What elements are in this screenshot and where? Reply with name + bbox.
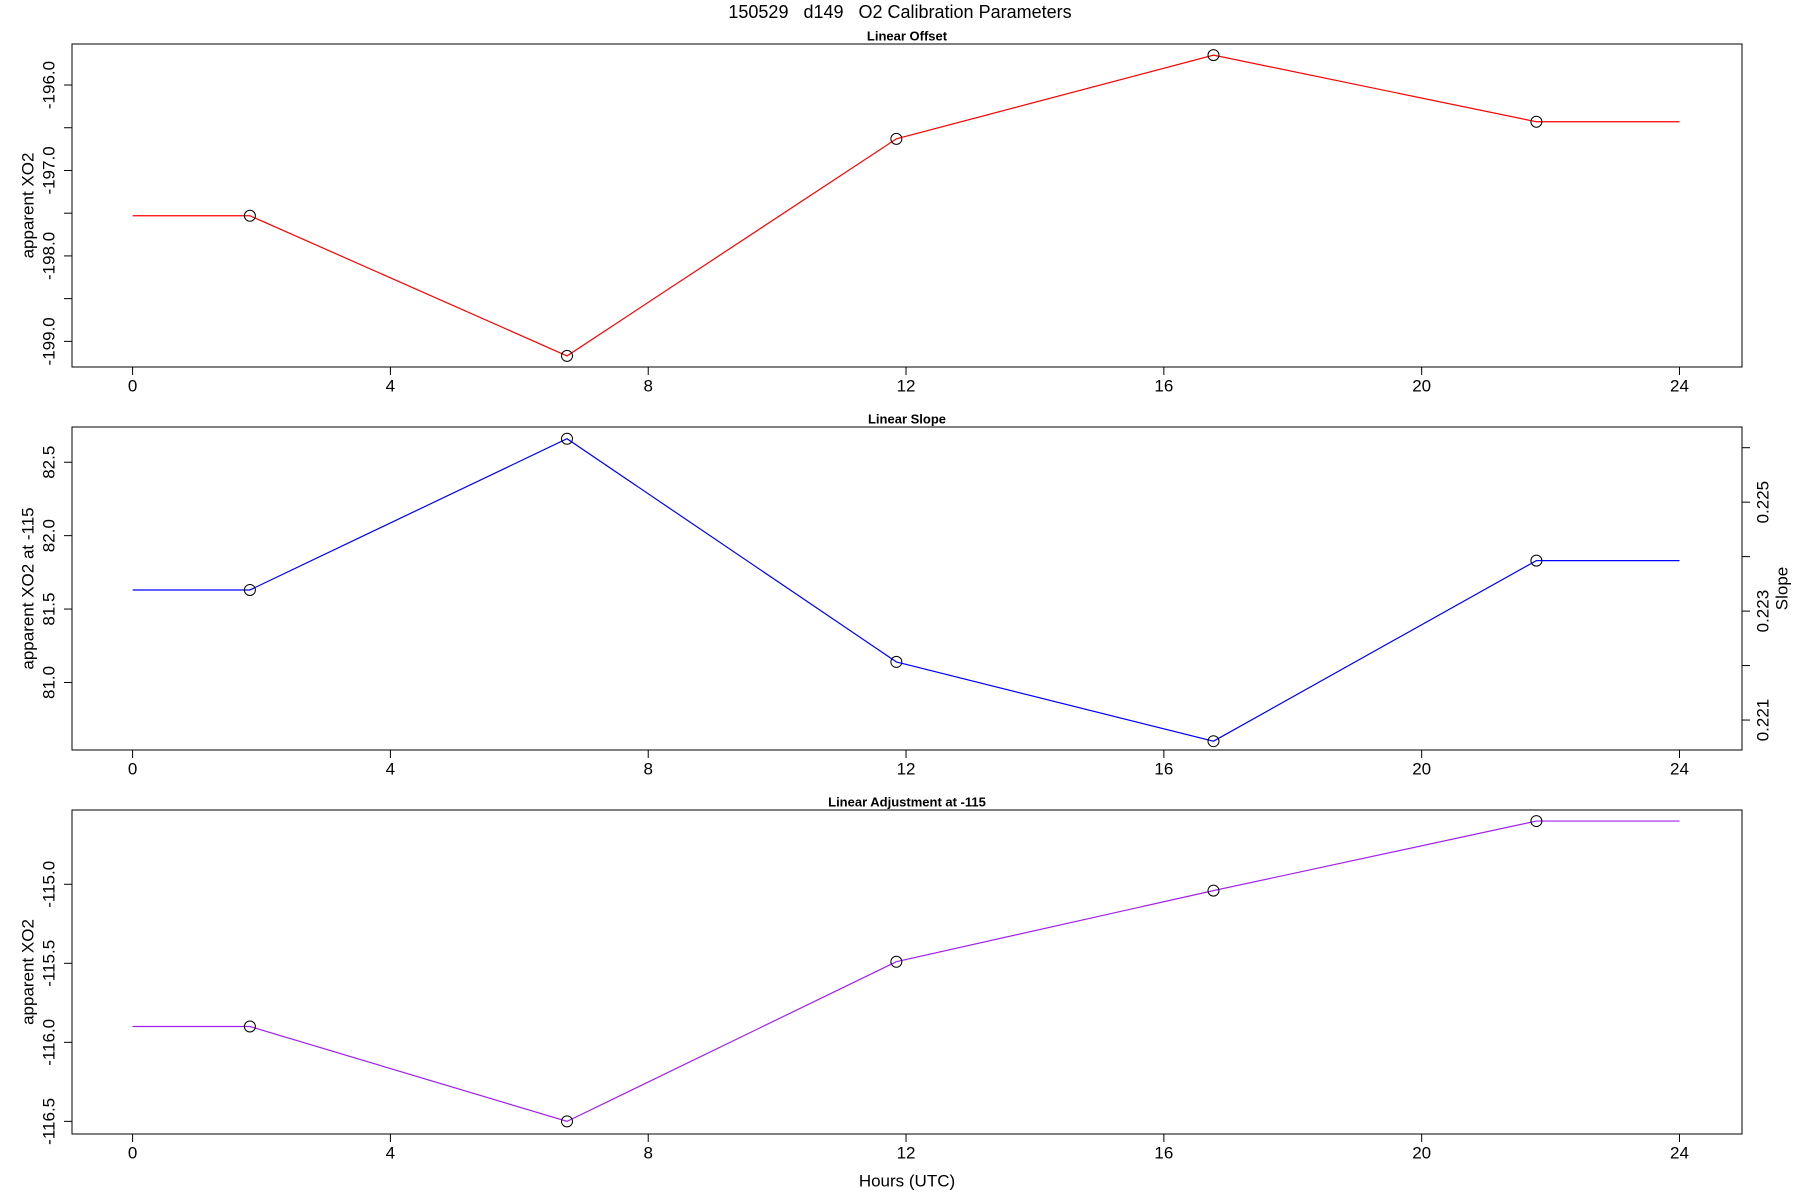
panel-title: Linear Offset	[867, 28, 948, 43]
x-tick-label: 20	[1412, 759, 1431, 778]
x-tick-label: 4	[386, 1143, 395, 1162]
y2-tick-label: 0.221	[1753, 699, 1772, 742]
x-tick-label: 4	[386, 376, 395, 395]
y-tick-label: -115.5	[39, 940, 58, 987]
panel-title: Linear Adjustment at -115	[828, 794, 986, 809]
data-point	[243, 209, 256, 222]
y2-axis-label: Slope	[1772, 567, 1791, 610]
y-tick-label: 82.5	[39, 446, 58, 479]
data-point	[1207, 735, 1220, 748]
chart-title: 150529 d149 O2 Calibration Parameters	[728, 2, 1071, 22]
x-tick-label: 12	[897, 1143, 916, 1162]
data-point	[243, 1020, 256, 1033]
x-tick-label: 8	[643, 759, 652, 778]
x-tick-label: 12	[897, 759, 916, 778]
data-point	[1530, 115, 1543, 128]
x-tick-label: 24	[1670, 376, 1689, 395]
plot-frame	[71, 43, 1743, 368]
data-point	[561, 349, 574, 362]
data-point	[1530, 554, 1543, 567]
y-tick-label: -199.0	[39, 317, 58, 365]
y-tick-label: -197.0	[39, 146, 58, 194]
data-point	[890, 955, 903, 968]
data-point	[243, 583, 256, 596]
data-point	[1207, 884, 1220, 897]
data-point	[561, 432, 574, 445]
data-point	[561, 1115, 574, 1128]
plot-frame	[71, 426, 1743, 751]
x-tick-label: 8	[643, 376, 652, 395]
data-point	[1530, 815, 1543, 828]
y-tick-label: -115.0	[39, 861, 58, 908]
x-tick-label: 16	[1154, 376, 1173, 395]
y-tick-label: -116.5	[39, 1098, 58, 1145]
x-tick-label: 24	[1670, 1143, 1689, 1162]
x-tick-label: 4	[386, 759, 395, 778]
x-tick-label: 20	[1412, 1143, 1431, 1162]
y-axis-label: apparent XO2	[18, 919, 37, 1025]
data-line	[132, 820, 1680, 1123]
x-tick-label: 0	[128, 376, 137, 395]
data-line	[132, 54, 1680, 357]
y-axis-label: apparent XO2 at -115	[18, 507, 37, 669]
x-tick-label: 0	[128, 1143, 137, 1162]
x-tick-label: 16	[1154, 1143, 1173, 1162]
x-tick-label: 8	[643, 1143, 652, 1162]
x-tick-label: 24	[1670, 759, 1689, 778]
x-axis-label: Hours (UTC)	[859, 1171, 955, 1190]
x-tick-label: 0	[128, 759, 137, 778]
x-tick-label: 12	[897, 376, 916, 395]
y-tick-label: 81.0	[39, 666, 58, 699]
data-point	[890, 132, 903, 145]
data-point	[890, 655, 903, 668]
data-line	[132, 438, 1680, 742]
panel-title: Linear Slope	[868, 411, 946, 426]
y-tick-label: -196.0	[39, 61, 58, 109]
y-tick-label: 82.0	[39, 519, 58, 552]
x-tick-label: 16	[1154, 759, 1173, 778]
data-point	[1207, 49, 1220, 62]
y2-tick-label: 0.223	[1753, 590, 1772, 633]
x-tick-label: 20	[1412, 376, 1431, 395]
y-axis-label: apparent XO2	[18, 153, 37, 259]
y-tick-label: -116.0	[39, 1019, 58, 1066]
y-tick-label: -198.0	[39, 232, 58, 280]
y-tick-label: 81.5	[39, 593, 58, 626]
plot-frame	[71, 809, 1743, 1135]
y2-tick-label: 0.225	[1753, 481, 1772, 524]
